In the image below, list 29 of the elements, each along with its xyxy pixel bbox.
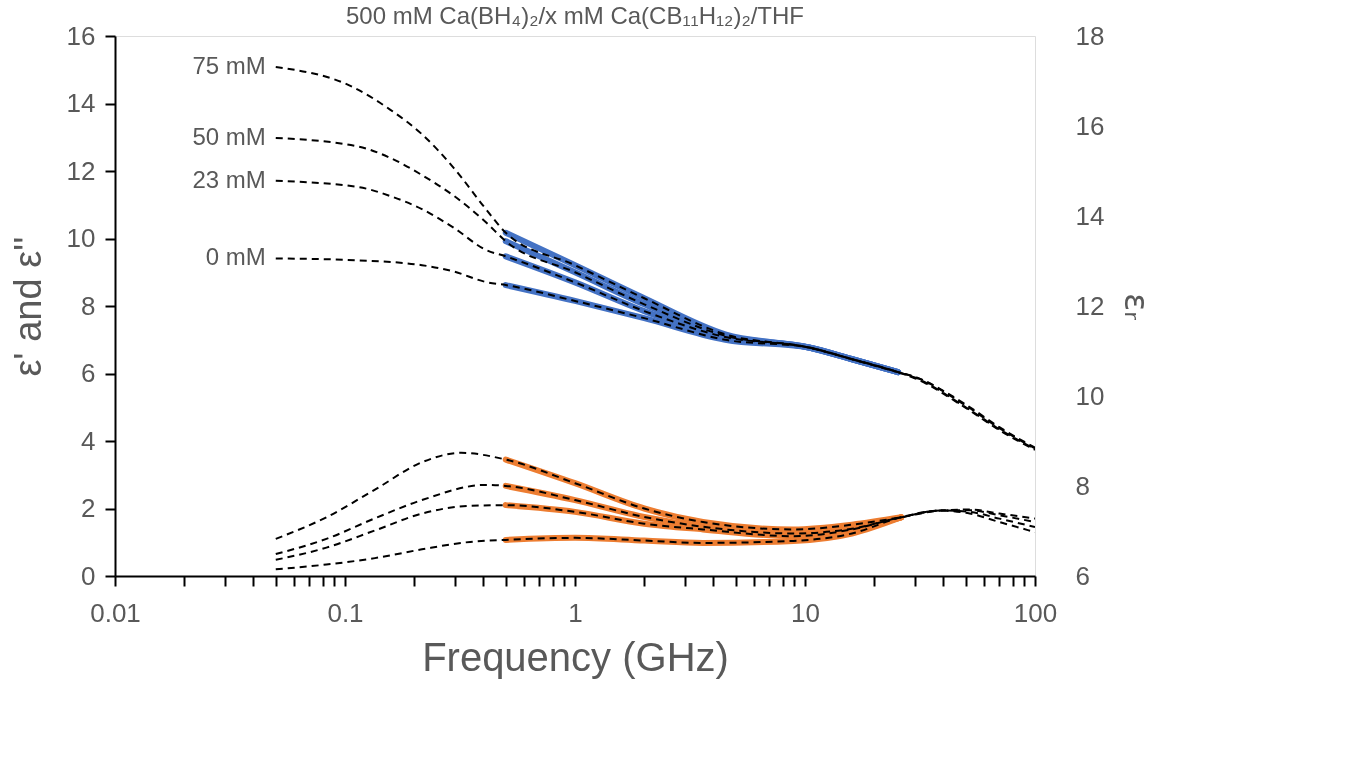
x-tick-label: 0.01 [90,597,141,628]
y2-axis-title: εᵣ [1117,292,1158,321]
y2-tick-label: 10 [1075,380,1105,411]
y2-tick-label: 6 [1075,560,1090,591]
y-tick-label: 10 [66,223,96,253]
x-tick-label: 0.1 [327,597,364,628]
y-tick-label: 16 [66,20,96,51]
series-label: 50 mM [192,122,266,150]
x-tick-label: 1 [568,597,583,628]
chart-title: 500 mM Ca(BH₄)₂/x mM Ca(CB₁₁H₁₂)₂/THF [345,2,805,29]
series-label: 23 mM [192,165,266,193]
y-tick-label: 2 [81,493,96,523]
y-tick-label: 8 [81,290,96,321]
y2-tick-label: 14 [1075,200,1105,231]
series-label: 0 mM [205,243,266,271]
y-axis-title: ε' and ε'' [6,236,49,377]
y-tick-label: 4 [81,425,96,456]
x-axis-title: Frequency (GHz) [422,634,729,679]
y2-tick-label: 12 [1075,290,1105,321]
y-tick-label: 6 [81,358,96,388]
y-tick-label: 0 [81,560,96,591]
y2-tick-label: 8 [1075,470,1090,501]
y-tick-label: 14 [66,88,96,118]
y2-tick-label: 16 [1075,110,1105,141]
y2-tick-label: 18 [1075,20,1105,51]
y-tick-label: 12 [66,155,96,186]
x-tick-label: 100 [1013,597,1058,628]
series-label: 75 mM [192,52,266,80]
x-tick-label: 10 [791,597,820,628]
